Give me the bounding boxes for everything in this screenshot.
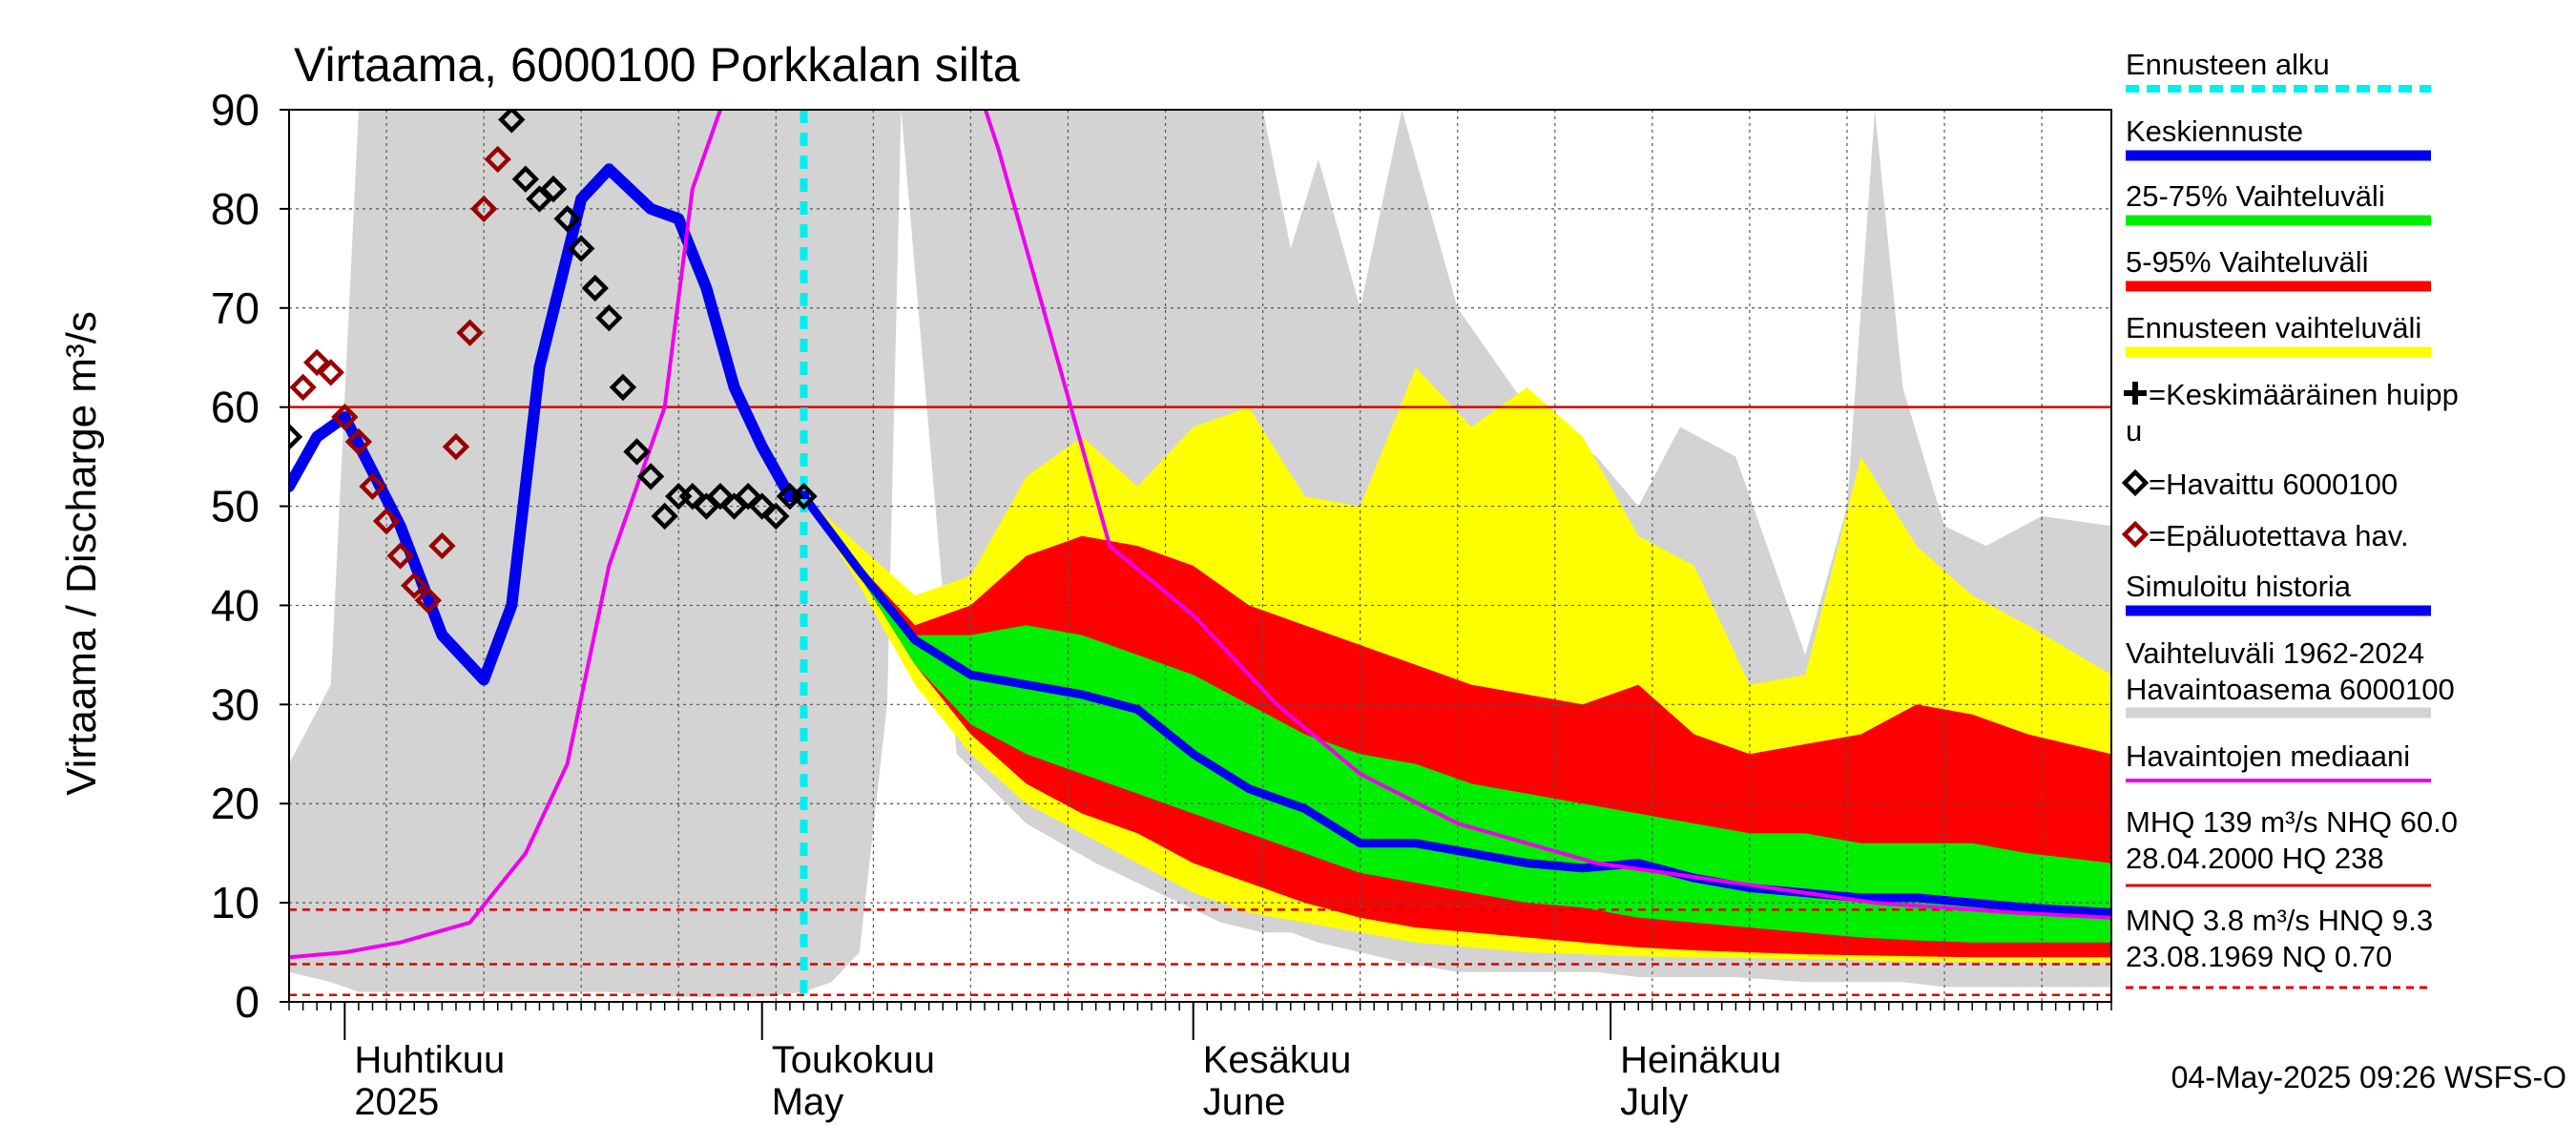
observed-point bbox=[289, 423, 303, 451]
x-month-label-en: 2025 bbox=[354, 1081, 439, 1123]
observed-point bbox=[595, 303, 623, 332]
legend-swatch bbox=[2126, 215, 2431, 226]
legend-swatch bbox=[2126, 779, 2431, 782]
y-tick-label: 0 bbox=[235, 977, 260, 1027]
y-tick-label: 50 bbox=[211, 482, 260, 531]
x-month-label-en: July bbox=[1620, 1081, 1688, 1123]
legend-label: Ennusteen alku bbox=[2126, 48, 2330, 81]
y-tick-label: 90 bbox=[211, 85, 260, 135]
grid bbox=[289, 110, 2111, 1002]
observed-point bbox=[568, 235, 595, 262]
observed-point bbox=[678, 482, 707, 510]
observed-point bbox=[636, 463, 665, 490]
unreliable-observation-point bbox=[401, 572, 428, 599]
unreliable-observation-point bbox=[331, 403, 359, 431]
observed-point bbox=[498, 110, 526, 134]
x-month-label-fi: Heinäkuu bbox=[1620, 1039, 1781, 1081]
legend-label: =Havaittu 6000100 bbox=[2149, 468, 2398, 501]
legend-label: 5-95% Vaihteluväli bbox=[2126, 245, 2368, 279]
legend-label: =Epäluotettava hav. bbox=[2149, 519, 2409, 552]
y-tick-label: 20 bbox=[211, 779, 260, 828]
stats-line-4: 23.08.1969 NQ 0.70 bbox=[2126, 940, 2392, 973]
unreliable-observation-point bbox=[442, 433, 470, 461]
unreliable-observation-point bbox=[289, 373, 317, 402]
observed-point bbox=[511, 165, 540, 193]
x-month-label-fi: Toukokuu bbox=[772, 1039, 935, 1081]
y-tick-label: 10 bbox=[211, 878, 260, 927]
unreliable-observation-point bbox=[469, 195, 498, 223]
y-tick-label: 40 bbox=[211, 580, 260, 630]
x-month-label-fi: Kesäkuu bbox=[1203, 1039, 1352, 1081]
chart-title: Virtaama, 6000100 Porkkalan silta bbox=[294, 38, 1020, 92]
y-tick-label: 30 bbox=[211, 679, 260, 729]
observed-point bbox=[734, 482, 762, 510]
legend-label: =Keskimääräinen huipp bbox=[2149, 378, 2459, 411]
series-line-3 bbox=[289, 110, 2111, 960]
unreliable-observation-point bbox=[456, 319, 484, 346]
observed-point bbox=[623, 438, 651, 466]
legend-label: Havaintojen mediaani bbox=[2126, 739, 2410, 773]
legend-swatch bbox=[2126, 150, 2431, 161]
legend-label: Ennusteen vaihteluväli bbox=[2126, 311, 2421, 344]
unreliable-observation-point bbox=[386, 542, 414, 570]
legend-marker-diamond bbox=[2121, 468, 2150, 497]
unreliable-observation-point bbox=[302, 348, 331, 377]
legend-swatch bbox=[2126, 281, 2431, 292]
series-line-1 bbox=[800, 491, 2111, 917]
legend-label-line2: u bbox=[2126, 414, 2142, 448]
unreliable-observation-point bbox=[317, 359, 344, 386]
legend-swatch bbox=[2126, 707, 2431, 718]
observed-point bbox=[609, 373, 637, 402]
observed-point bbox=[553, 205, 581, 233]
stats-line-2: 28.04.2000 HQ 238 bbox=[2126, 842, 2384, 875]
x-month-label-en: June bbox=[1203, 1081, 1286, 1123]
legend-marker-plus bbox=[2124, 382, 2147, 405]
footer-timestamp: 04-May-2025 09:26 WSFS-O bbox=[2171, 1060, 2566, 1094]
x-month-label-en: May bbox=[772, 1081, 844, 1123]
legend-label: Vaihteluväli 1962-2024 bbox=[2126, 636, 2424, 670]
observed-point bbox=[748, 492, 776, 520]
unreliable-observation-point bbox=[372, 507, 401, 535]
unreliable-observation-point bbox=[414, 587, 442, 614]
unreliable-observation-point bbox=[428, 531, 456, 560]
legend-label: 25-75% Vaihteluväli bbox=[2126, 179, 2385, 213]
observed-point bbox=[651, 502, 678, 531]
legend-label: Keskiennuste bbox=[2126, 114, 2303, 148]
observed-point bbox=[539, 175, 568, 203]
observed-point bbox=[581, 274, 609, 302]
plot-frame bbox=[288, 109, 2112, 1003]
unreliable-observation-point bbox=[359, 472, 386, 500]
stats-line-3: MNQ 3.8 m³/s HNQ 9.3 bbox=[2126, 904, 2433, 937]
legend-swatch bbox=[2126, 346, 2431, 358]
x-month-label-fi: Huhtikuu bbox=[354, 1039, 505, 1081]
y-tick-label: 80 bbox=[211, 184, 260, 234]
legend-swatch bbox=[2126, 605, 2431, 616]
legend-marker-diamond bbox=[2121, 520, 2150, 549]
y-tick-label: 70 bbox=[211, 283, 260, 333]
legend-label: Simuloitu historia bbox=[2126, 570, 2352, 603]
observed-point bbox=[790, 482, 818, 510]
unreliable-observation-point bbox=[344, 427, 373, 456]
observed-point bbox=[706, 482, 735, 510]
stats-line-1: MHQ 139 m³/s NHQ 60.0 bbox=[2126, 805, 2458, 839]
unreliable-observation-point bbox=[484, 145, 511, 174]
y-tick-label: 60 bbox=[211, 383, 260, 432]
observed-point bbox=[762, 502, 790, 531]
y-axis-label: Virtaama / Discharge m³/s bbox=[58, 311, 105, 796]
legend-label-line2: Havaintoasema 6000100 bbox=[2126, 673, 2455, 706]
